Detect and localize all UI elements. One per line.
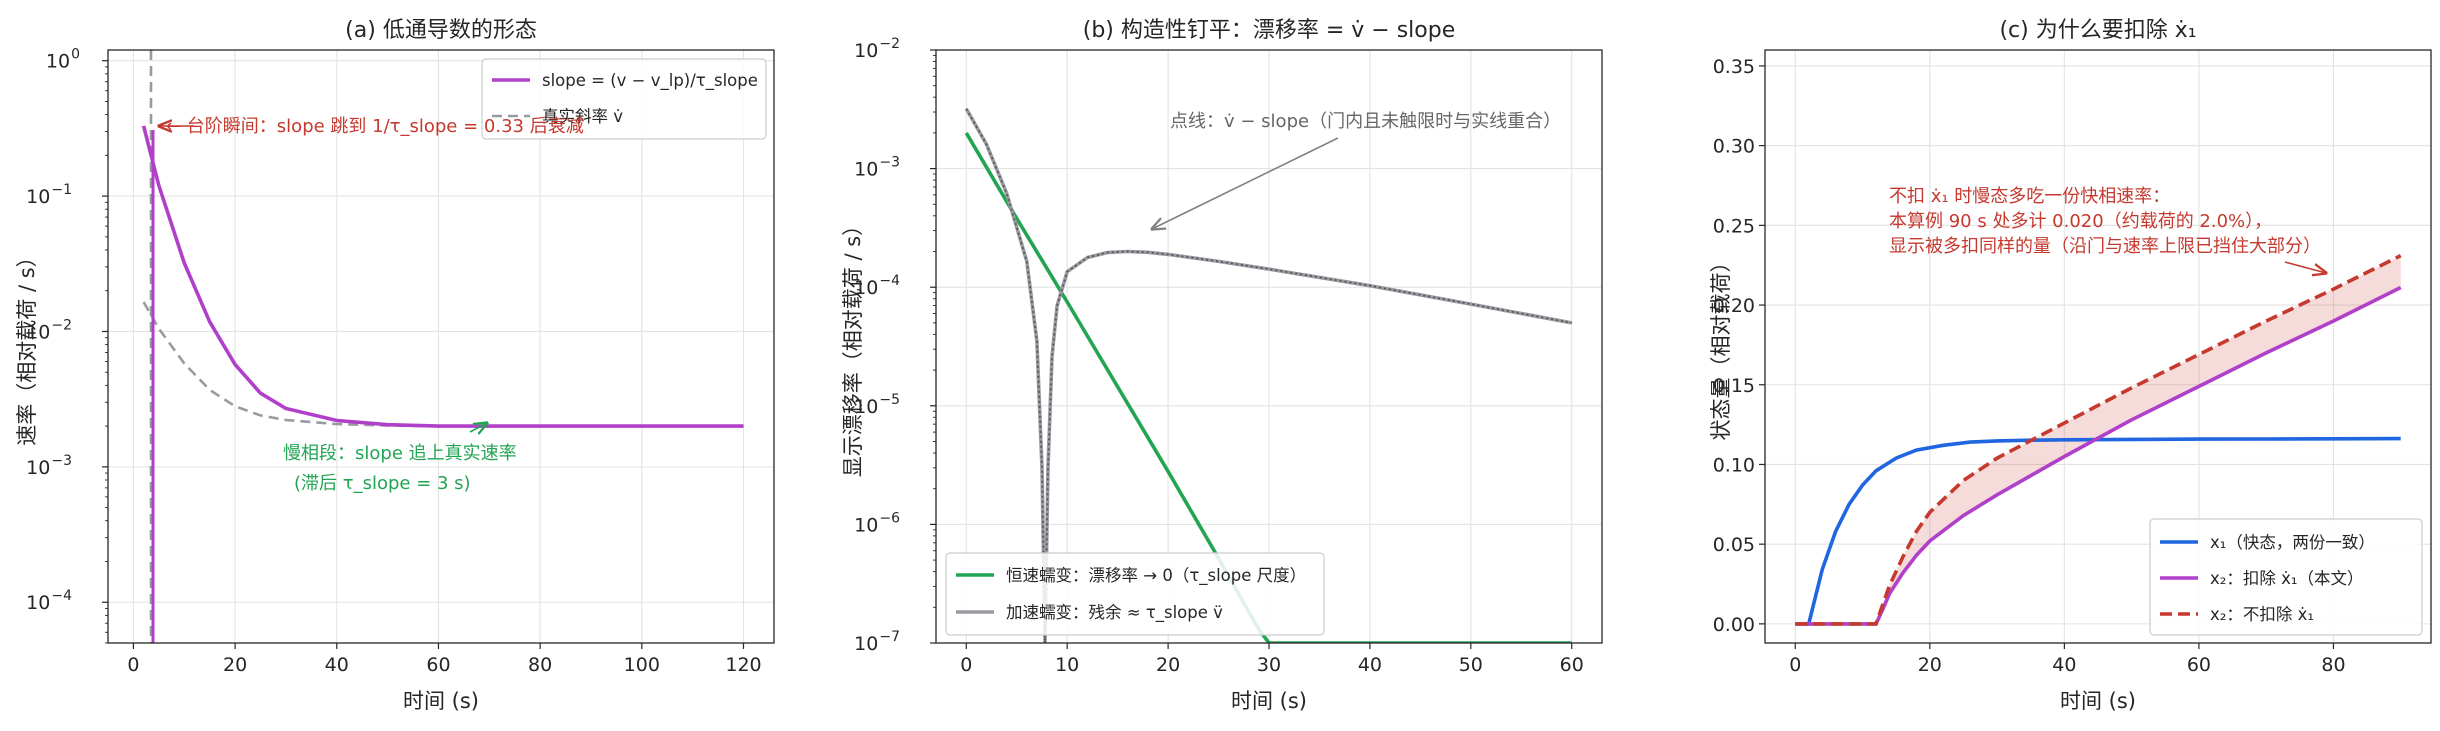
y-tick-label: 10−7 [854,629,900,655]
y-tick-label: 0.25 [1713,215,1755,237]
y-tick-label: 100 [46,47,80,73]
x-tick-label: 80 [528,654,552,676]
panel-c-ticks: 0 20 40 60 80 0.00 0.05 0.10 0.15 0.20 0.25 0.30 0.3… [1713,56,2346,676]
panel-a-annotation-arrow-slow [469,423,487,432]
x-tick-label: 30 [1257,654,1281,676]
panel-a-annotation-lag: (滞后 τ_slope = 3 s) [294,473,471,494]
panel-a-frame [107,49,775,644]
y-tick-label: 10−3 [26,453,72,479]
panel-b: (b) 构造性钉平：漂移率 = v̇ − slope 0 10 20 30 40 50 60… [841,18,1603,713]
x-tick-label: 60 [2187,654,2211,676]
panel-b-series-dotted-overlay [965,108,1572,643]
y-tick-label: 0.00 [1713,614,1755,636]
x-tick-label: 100 [624,654,660,676]
panel-a-ylabel: 速率（相对载荷 / s） [15,246,39,445]
panel-a-title: (a) 低通导数的形态 [345,18,537,43]
panel-c-legend-label-x1: x₁（快态，两份一致） [2210,533,2375,552]
panel-b-ticks: 0 10 20 30 40 50 60 10−7 10−6 10−5 10−4 10−3 10−2 [854,36,1584,676]
y-tick-label: 10−5 [854,392,900,418]
x-tick-label: 0 [127,654,139,676]
panel-b-legend-box [945,552,1325,636]
panel-a-annotation-step: ← 台阶瞬间：slope 跳到 1/τ_slope = 0.33 后衰减 [166,116,584,137]
panel-c-series-x2-no-subtract [1795,253,2402,626]
panel-a-legend-label-true: 真实斜率 v̇ [542,107,623,126]
panel-c-title: (c) 为什么要扣除 ẋ₁ [1999,18,2196,43]
panel-a-legend-box [481,58,767,140]
panel-c-xlabel: 时间 (s) [2060,689,2136,713]
panel-a-series-slope [141,125,744,428]
panel-c-legend-label-x2-subtract: x₂：扣除 ẋ₁（本文） [2210,569,2364,588]
panel-a-legend-label-slope: slope = (v − v_lp)/τ_slope [542,71,758,91]
x-tick-label: 40 [2052,654,2076,676]
panel-c-difference-band [1795,255,2401,624]
panel-b-annotation-dotted: 点线：v̇ − slope（门内且未触限时与实线重合） [1170,111,1561,132]
x-tick-label: 20 [1918,654,1942,676]
x-tick-label: 20 [223,654,247,676]
panel-c-ylabel: 状态量（相对载荷） [1709,252,1733,441]
y-tick-label: 0.05 [1713,534,1755,556]
panel-a: (a) 低通导数的形态 0 20 40 60 80 100 120 10−4 10−3 10−2 1… [15,18,775,713]
y-tick-label: 10−4 [26,588,72,614]
panel-a-legend: slope = (v − v_lp)/τ_slope 真实斜率 v̇ [481,58,767,140]
x-tick-label: 10 [1055,654,1079,676]
y-tick-label: 0.15 [1713,375,1755,397]
x-tick-label: 80 [2321,654,2345,676]
panel-b-ylabel: 显示漂移率（相对载荷 / s） [841,215,865,477]
panel-b-xlabel: 时间 (s) [1231,689,1307,713]
panel-b-legend-label-constant: 恒速蠕变：漂移率 → 0（τ_slope 尺度） [1006,566,1306,586]
panel-b-title: (b) 构造性钉平：漂移率 = v̇ − slope [1083,18,1456,43]
x-tick-label: 60 [426,654,450,676]
panel-b-legend: 恒速蠕变：漂移率 → 0（τ_slope 尺度） 加速蠕变：残余 ≈ τ_slo… [945,552,1325,636]
x-tick-label: 50 [1459,654,1483,676]
y-tick-label: 10−6 [854,510,900,536]
panel-b-legend-label-accelerating: 加速蠕变：残余 ≈ τ_slope v̈ [1006,603,1223,623]
y-tick-label: 10−2 [26,317,72,343]
x-tick-label: 0 [1789,654,1801,676]
panel-a-xlabel: 时间 (s) [403,689,479,713]
x-tick-label: 60 [1560,654,1584,676]
panel-c-annotation-line2: 本算例 90 s 处多计 0.020（约载荷的 2.0%）， [1889,211,2272,232]
y-tick-label: 10−3 [854,155,900,181]
y-tick-label: 0.10 [1713,454,1755,476]
x-tick-label: 20 [1156,654,1180,676]
panel-c-legend-box [2149,518,2423,636]
y-tick-label: 0.20 [1713,295,1755,317]
y-tick-label: 0.30 [1713,136,1755,158]
x-tick-label: 40 [1358,654,1382,676]
x-tick-label: 0 [960,654,972,676]
y-tick-label: 10−4 [854,273,900,299]
panel-c-legend-label-x2-no-subtract: x₂：不扣除 ẋ₁ [2210,605,2314,624]
panel-b-annotation-arrow [1152,137,1339,229]
panel-a-ticks: 0 20 40 60 80 100 120 10−4 10−3 10−2 10−1 100 [26,47,761,676]
panel-c-frame [1764,49,2432,644]
panel-a-grid [108,50,774,643]
y-tick-label: 0.35 [1713,56,1755,78]
x-tick-label: 40 [325,654,349,676]
y-tick-label: 10−1 [26,182,72,208]
panel-c-series-x2-subtract [1795,285,2402,626]
panel-a-annotation-slow: 慢相段：slope 追上真实速率 [283,443,517,464]
panel-c-series-x1 [1795,436,2401,626]
panel-c-annotation-line3: 显示被多扣同样的量（沿门与速率上限已挡住大部分） [1889,236,2321,257]
y-tick-label: 10−2 [854,36,900,62]
panel-c-annotation-arrow [2284,261,2326,273]
panel-c: (c) 为什么要扣除 ẋ₁ 0 20 40 60 800.000.050.100.150… [1709,18,2432,713]
panel-c-legend: x₁（快态，两份一致） x₂：扣除 ẋ₁（本文） x₂：不扣除 ẋ₁ [2149,518,2423,636]
x-tick-label: 120 [725,654,761,676]
panel-c-annotation-line1: 不扣 ẋ₁ 时慢态多吃一份快相速率： [1889,186,2170,207]
